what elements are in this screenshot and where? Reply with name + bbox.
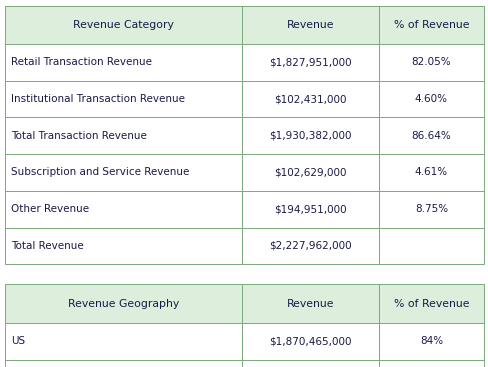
Text: Retail Transaction Revenue: Retail Transaction Revenue: [11, 57, 151, 68]
Bar: [5, 228, 242, 264]
Bar: [5, 284, 242, 323]
Bar: [5, 6, 242, 44]
Bar: [242, 81, 378, 117]
Bar: [378, 6, 483, 44]
Bar: [5, 323, 242, 360]
Bar: [378, 154, 483, 191]
Text: % of Revenue: % of Revenue: [393, 299, 468, 309]
Text: $1,870,465,000: $1,870,465,000: [268, 336, 351, 346]
Bar: [378, 323, 483, 360]
Bar: [242, 154, 378, 191]
Text: Revenue: Revenue: [286, 20, 333, 30]
Bar: [5, 81, 242, 117]
Text: $194,951,000: $194,951,000: [273, 204, 346, 214]
Bar: [378, 284, 483, 323]
Bar: [242, 360, 378, 367]
Bar: [378, 117, 483, 154]
Bar: [5, 154, 242, 191]
Text: 86.64%: 86.64%: [411, 131, 450, 141]
Bar: [242, 323, 378, 360]
Bar: [5, 191, 242, 228]
Text: Total Transaction Revenue: Total Transaction Revenue: [11, 131, 146, 141]
Bar: [378, 191, 483, 228]
Text: US: US: [11, 336, 25, 346]
Bar: [5, 44, 242, 81]
Text: Revenue Category: Revenue Category: [73, 20, 174, 30]
Bar: [378, 360, 483, 367]
Bar: [242, 284, 378, 323]
Text: 8.75%: 8.75%: [414, 204, 447, 214]
Bar: [242, 6, 378, 44]
Text: 82.05%: 82.05%: [411, 57, 450, 68]
Bar: [242, 191, 378, 228]
Text: Revenue Geography: Revenue Geography: [68, 299, 179, 309]
Bar: [5, 117, 242, 154]
Text: $102,431,000: $102,431,000: [274, 94, 346, 104]
Bar: [242, 44, 378, 81]
Bar: [378, 228, 483, 264]
Text: $2,227,962,000: $2,227,962,000: [268, 241, 351, 251]
Text: % of Revenue: % of Revenue: [393, 20, 468, 30]
Text: Subscription and Service Revenue: Subscription and Service Revenue: [11, 167, 189, 178]
Text: 84%: 84%: [419, 336, 442, 346]
Text: 4.60%: 4.60%: [414, 94, 447, 104]
Bar: [5, 360, 242, 367]
Bar: [242, 117, 378, 154]
Bar: [242, 228, 378, 264]
Text: Institutional Transaction Revenue: Institutional Transaction Revenue: [11, 94, 184, 104]
Text: Total Revenue: Total Revenue: [11, 241, 83, 251]
Text: Other Revenue: Other Revenue: [11, 204, 89, 214]
Bar: [378, 81, 483, 117]
Text: $1,827,951,000: $1,827,951,000: [268, 57, 351, 68]
Text: $102,629,000: $102,629,000: [274, 167, 346, 178]
Text: $1,930,382,000: $1,930,382,000: [268, 131, 351, 141]
Text: Revenue: Revenue: [286, 299, 333, 309]
Text: 4.61%: 4.61%: [414, 167, 447, 178]
Bar: [378, 44, 483, 81]
